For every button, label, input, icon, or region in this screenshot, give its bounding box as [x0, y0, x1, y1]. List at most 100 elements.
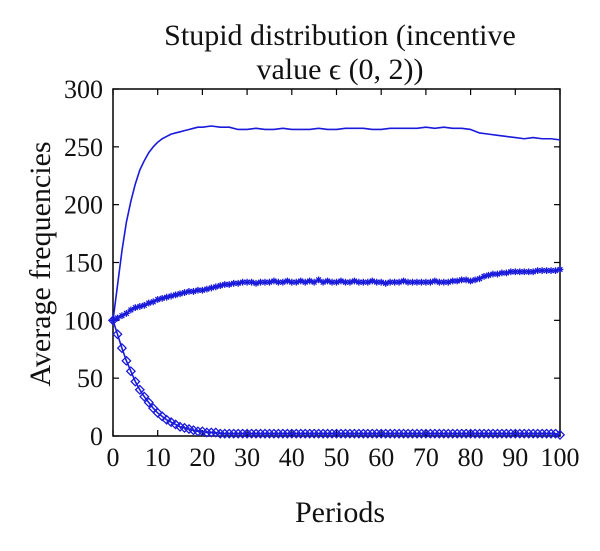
- x-tick-label: 0: [107, 443, 120, 472]
- diamond-point: [112, 329, 123, 340]
- diamond-point: [201, 427, 212, 438]
- star-point: [413, 278, 421, 286]
- star-point: [163, 293, 171, 301]
- star-point: [167, 292, 175, 300]
- diamond-point: [322, 428, 333, 439]
- star-point: [467, 277, 474, 285]
- star-point: [543, 267, 550, 274]
- diamond-point: [425, 428, 436, 439]
- star-point: [243, 278, 251, 286]
- series-line: [112, 320, 561, 436]
- diamond-point: [537, 428, 548, 439]
- star-point: [382, 279, 390, 287]
- x-tick-label: 90: [502, 443, 528, 472]
- diamond-point: [121, 355, 132, 366]
- x-tick-label: 70: [413, 443, 439, 472]
- diamond-point: [452, 428, 463, 439]
- star-point: [319, 278, 327, 286]
- star-point: [154, 296, 162, 303]
- star-point: [400, 277, 407, 285]
- diamond-point: [300, 428, 311, 439]
- star-point: [306, 277, 314, 285]
- diamond-point: [134, 384, 145, 395]
- star-point: [131, 304, 139, 312]
- star-point: [288, 278, 296, 286]
- diamond-point: [528, 428, 539, 439]
- diamond-point: [309, 428, 320, 439]
- y-axis-label: Average frequencies: [24, 141, 57, 386]
- diamond-point: [317, 428, 329, 439]
- diamond-point: [447, 428, 458, 439]
- plot-frame: [112, 88, 561, 437]
- star-point: [458, 276, 466, 284]
- diamond-point: [469, 428, 481, 439]
- diamond-point: [295, 428, 306, 439]
- star-point: [221, 281, 229, 288]
- diamond-point: [206, 427, 217, 438]
- diamond-point: [170, 419, 181, 430]
- star-point: [181, 289, 188, 296]
- star-point: [494, 270, 501, 278]
- diamond-point: [398, 428, 409, 439]
- diamond-point: [407, 428, 418, 439]
- star-point: [333, 278, 340, 286]
- star-point: [529, 268, 537, 276]
- diamond-point: [465, 428, 476, 439]
- x-tick-label: 60: [368, 443, 394, 472]
- diamond-point: [501, 428, 512, 439]
- diamond-point: [233, 428, 244, 439]
- star-point: [444, 278, 452, 286]
- star-point: [114, 314, 121, 322]
- diamond-point: [402, 428, 414, 439]
- star-point: [498, 269, 506, 277]
- y-tick-label: 50: [77, 364, 103, 393]
- star-point: [404, 278, 412, 286]
- star-point: [230, 279, 238, 287]
- star-point: [149, 298, 157, 306]
- star-point: [127, 306, 135, 314]
- x-tick-label: 20: [189, 443, 215, 472]
- diamond-point: [371, 428, 382, 439]
- star-point: [145, 299, 153, 307]
- diamond-point: [282, 428, 293, 439]
- star-point: [270, 277, 278, 285]
- diamond-point: [116, 342, 128, 354]
- diamond-point: [532, 428, 543, 439]
- diamond-point: [165, 417, 177, 428]
- star-point: [315, 276, 323, 284]
- star-point: [203, 285, 211, 293]
- star-point: [140, 301, 148, 309]
- diamond-point: [152, 407, 163, 418]
- diamond-point: [344, 428, 356, 439]
- diamond-point: [487, 428, 499, 439]
- star-point: [118, 312, 126, 320]
- star-point: [507, 268, 515, 276]
- diamond-point: [496, 428, 508, 439]
- star-point: [346, 278, 354, 286]
- chart-title-line-1: Stupid distribution (incentive: [164, 19, 516, 52]
- star-point: [172, 291, 179, 299]
- star-point: [368, 277, 376, 285]
- star-point: [225, 281, 233, 288]
- star-point: [485, 271, 492, 279]
- star-point: [185, 288, 193, 295]
- star-point: [176, 290, 184, 298]
- diamond-point: [411, 428, 423, 439]
- diamond-point: [483, 428, 494, 439]
- star-point: [274, 278, 282, 286]
- series-1: [112, 125, 561, 321]
- star-point: [342, 278, 349, 286]
- star-point: [279, 278, 287, 286]
- diamond-point: [304, 428, 315, 439]
- diamond-point: [385, 428, 396, 439]
- chart-title-line-2: value ϵ (0, 2)): [256, 53, 423, 86]
- diamond-point: [380, 428, 391, 439]
- diamond-point: [340, 428, 351, 439]
- star-point: [489, 270, 497, 278]
- star-point: [350, 277, 358, 285]
- star-point: [440, 278, 448, 286]
- diamond-point: [228, 428, 239, 439]
- star-point: [239, 278, 247, 286]
- diamond-point: [215, 428, 226, 439]
